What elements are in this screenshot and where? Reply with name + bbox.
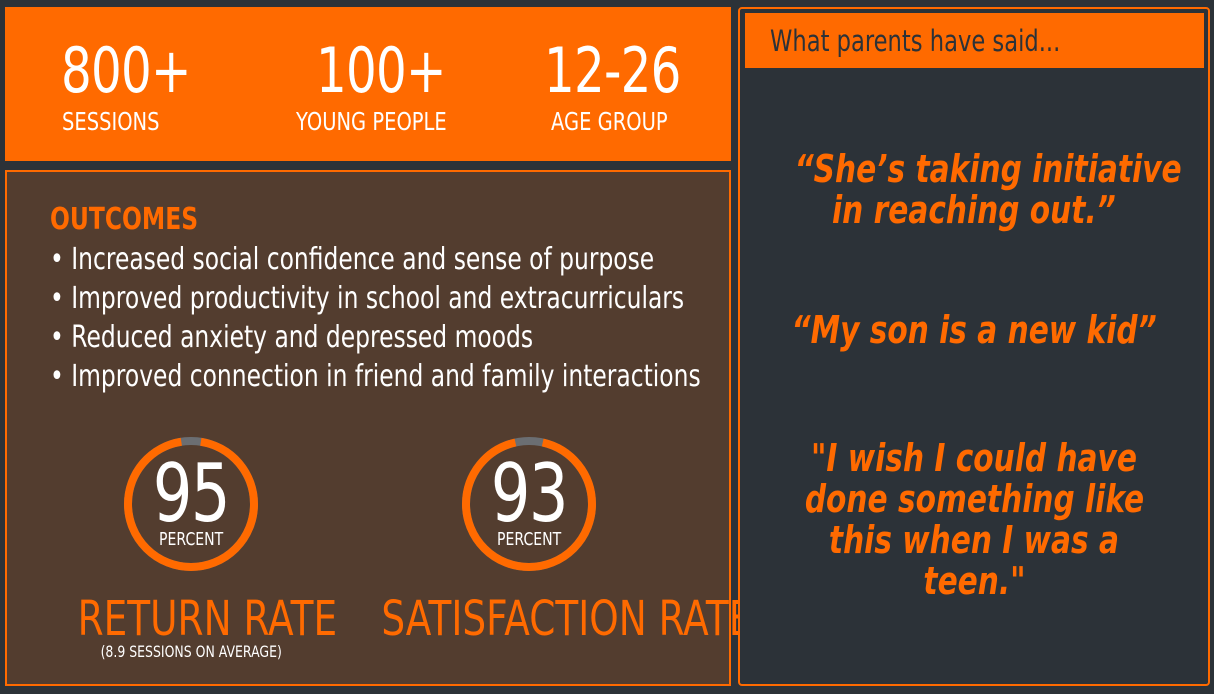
- gauge-value: 93: [459, 452, 599, 536]
- gauge-unit: PERCENT: [121, 530, 261, 550]
- outcome-item: • Improved productivity in school and ex…: [50, 279, 884, 318]
- outcome-item-text: • Reduced anxiety and depressed moods: [50, 320, 534, 355]
- gauge-value-text: 93: [490, 447, 569, 540]
- outcome-item: • Reduced anxiety and depressed moods: [50, 318, 884, 357]
- stat-value: 12-26: [544, 34, 681, 107]
- stat-age-group: 12-26 AGE GROUP: [539, 35, 719, 137]
- quote-line: this when I was a: [828, 518, 1120, 562]
- outcomes-heading: OUTCOMES: [50, 202, 240, 238]
- return-rate-note: (8.9 SESSIONS ON AVERAGE): [41, 642, 341, 662]
- testimonial-quote: "I wish I could have done something like…: [740, 438, 1208, 602]
- outcome-item-text: • Improved connection in friend and fami…: [50, 359, 701, 394]
- gauge-ring: [124, 437, 258, 571]
- gauge-unit-text: PERCENT: [496, 529, 562, 550]
- testimonials-header: What parents have said...: [745, 13, 1204, 68]
- stats-banner: 800+ SESSIONS 100+ YOUNG PEOPLE 12-26 AG…: [5, 7, 731, 161]
- stat-young-people: 100+ YOUNG PEOPLE: [296, 35, 489, 137]
- gauge-value: 95: [121, 452, 261, 536]
- stat-label: AGE GROUP: [551, 107, 668, 136]
- return-rate-note-text: (8.9 SESSIONS ON AVERAGE): [100, 642, 282, 661]
- quote-line: teen.": [922, 559, 1026, 603]
- quote-line: in reaching out.”: [832, 188, 1116, 232]
- stat-value: 100+: [316, 34, 446, 107]
- return-rate-label-text: RETURN RATE: [77, 591, 338, 647]
- testimonials-title-text: What parents have said...: [770, 24, 1061, 58]
- quote-line: done something like: [804, 477, 1144, 521]
- testimonials-panel: What parents have said... “She’s taking …: [738, 7, 1210, 686]
- return-rate-gauge: 95 PERCENT: [121, 434, 261, 574]
- gauge-ring: [462, 437, 596, 571]
- satisfaction-rate-label: SATISFACTION RATE: [329, 592, 769, 646]
- testimonials-title: What parents have said...: [770, 25, 1142, 57]
- quote-line: “My son is a new kid”: [791, 308, 1157, 352]
- quote-line: “She’s taking initiative: [794, 147, 1182, 191]
- stat-label: YOUNG PEOPLE: [296, 107, 447, 136]
- satisfaction-rate-label-text: SATISFACTION RATE: [381, 591, 753, 647]
- outcomes-list: • Increased social confidence and sense …: [50, 240, 884, 396]
- outcome-item-text: • Increased social confidence and sense …: [50, 242, 655, 277]
- return-rate-label: RETURN RATE: [41, 592, 341, 646]
- gauge-fill: [462, 437, 596, 571]
- gauge-value-text: 95: [152, 447, 231, 540]
- quote-line: "I wish I could have: [810, 436, 1137, 480]
- outcome-item: • Increased social confidence and sense …: [50, 240, 884, 279]
- outcomes-panel: OUTCOMES • Increased social confidence a…: [5, 170, 752, 686]
- gauge-unit-text: PERCENT: [158, 529, 224, 550]
- outcome-item: • Improved connection in friend and fami…: [50, 357, 884, 396]
- satisfaction-rate-gauge: 93 PERCENT: [459, 434, 599, 574]
- stat-label: SESSIONS: [62, 107, 160, 136]
- outcome-item-text: • Improved productivity in school and ex…: [50, 281, 685, 316]
- testimonial-quote: “My son is a new kid”: [740, 310, 1208, 351]
- stat-value: 800+: [61, 34, 191, 107]
- stat-sessions: 800+ SESSIONS: [61, 35, 227, 137]
- testimonial-quote: “She’s taking initiative in reaching out…: [740, 149, 1208, 231]
- gauge-fill: [124, 437, 258, 571]
- outcomes-heading-text: OUTCOMES: [50, 202, 199, 237]
- gauge-unit: PERCENT: [459, 530, 599, 550]
